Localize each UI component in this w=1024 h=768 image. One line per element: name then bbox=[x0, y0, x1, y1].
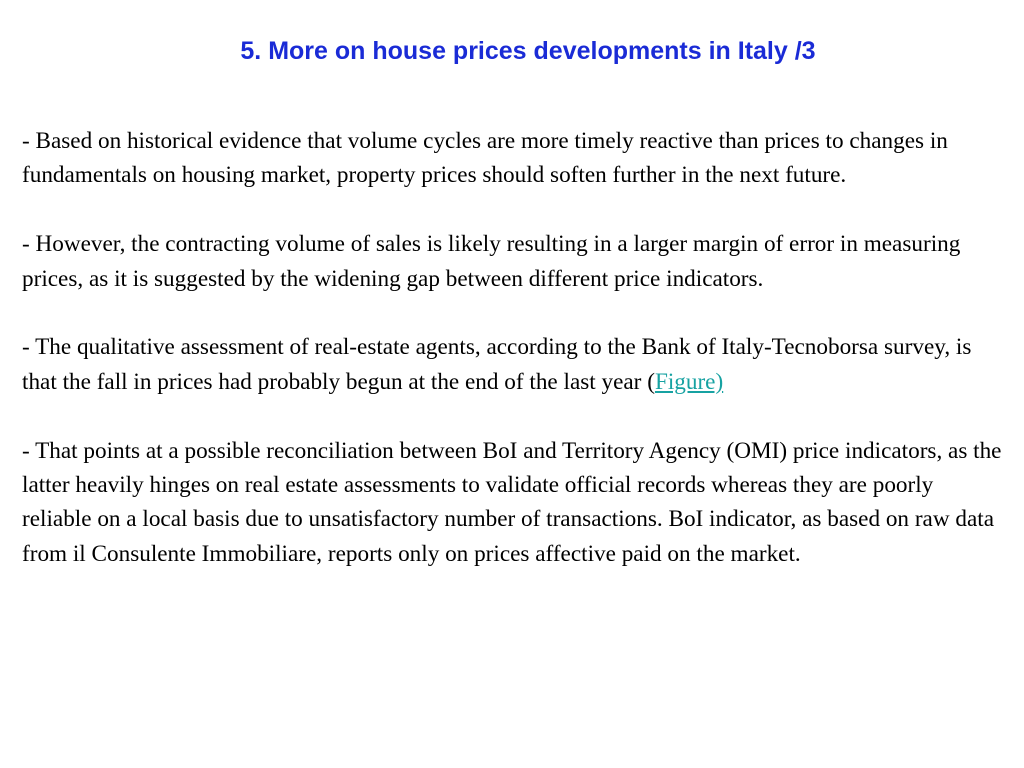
slide-title: 5. More on house prices developments in … bbox=[240, 37, 816, 65]
paragraph-qualitative-assessment-text: - The qualitative assessment of real-est… bbox=[22, 334, 972, 395]
paragraph-qualitative-assessment: - The qualitative assessment of real-est… bbox=[22, 330, 1007, 399]
paragraph-reconciliation: - That points at a possible reconciliati… bbox=[22, 437, 1002, 567]
paragraph-volume-cycles: - Based on historical evidence that volu… bbox=[22, 128, 948, 189]
paragraph-margin-of-error: - However, the contracting volume of sal… bbox=[22, 231, 961, 292]
slide-body: - Based on historical evidence that volu… bbox=[22, 124, 1007, 571]
figure-link[interactable]: Figure) bbox=[654, 368, 724, 395]
